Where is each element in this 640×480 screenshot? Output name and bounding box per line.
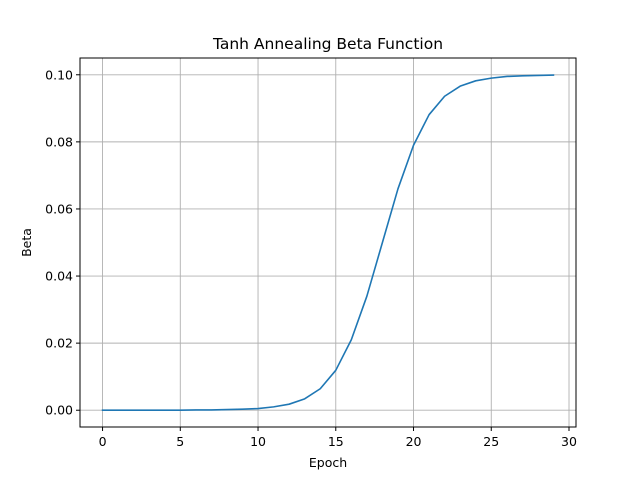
x-tick-label: 20 xyxy=(406,434,422,449)
chart-title: Tanh Annealing Beta Function xyxy=(212,35,443,53)
x-axis: 0 5 10 15 20 25 30 xyxy=(99,427,577,449)
y-tick-label: 0.04 xyxy=(45,269,73,284)
series-layer xyxy=(101,74,555,412)
x-tick-label: 25 xyxy=(483,434,499,449)
y-tick-label: 0.10 xyxy=(45,67,73,82)
x-tick-label: 30 xyxy=(561,434,577,449)
x-axis-label: Epoch xyxy=(309,455,347,470)
y-tick-label: 0.06 xyxy=(45,201,73,216)
y-tick-label: 0.02 xyxy=(45,336,73,351)
y-tick-label: 0.08 xyxy=(45,134,73,149)
y-axis: 0.00 0.02 0.04 0.06 0.08 0.10 xyxy=(45,67,80,418)
x-tick-label: 5 xyxy=(176,434,184,449)
series-line xyxy=(101,74,555,412)
x-tick-label: 0 xyxy=(99,434,107,449)
plot-frame xyxy=(79,57,577,428)
x-tick-label: 10 xyxy=(250,434,266,449)
x-tick-label: 15 xyxy=(328,434,344,449)
y-axis-label: Beta xyxy=(19,228,34,257)
grid xyxy=(80,58,576,427)
y-tick-label: 0.00 xyxy=(45,403,73,418)
